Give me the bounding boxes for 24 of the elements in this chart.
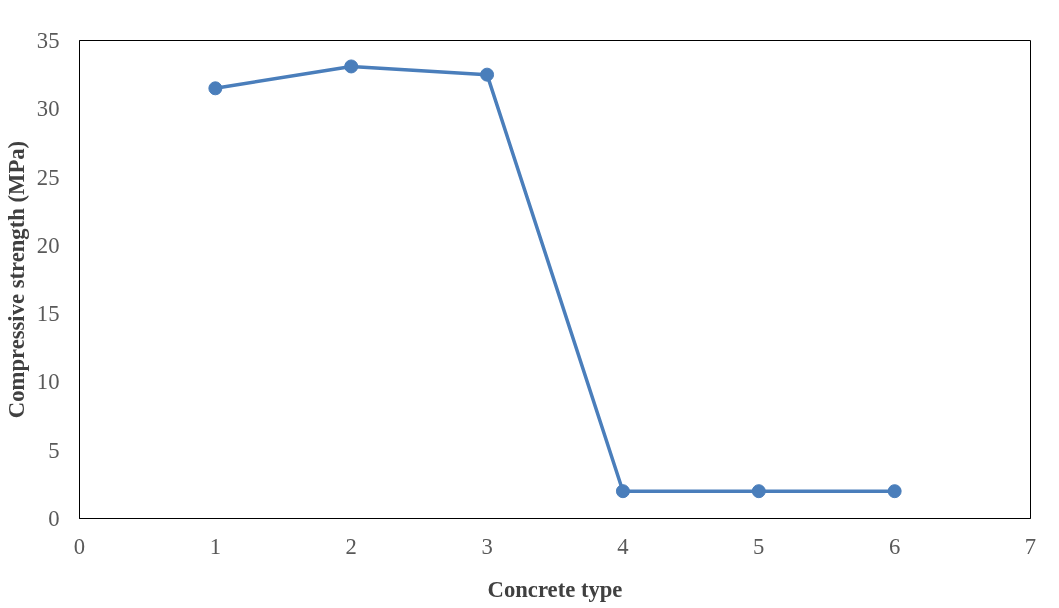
x-tick-label: 6 (888, 533, 901, 559)
y-tick-label: 15 (36, 301, 60, 327)
y-tick-label: 20 (36, 232, 60, 258)
x-tick-label: 0 (73, 533, 86, 559)
x-tick-label: 2 (345, 533, 357, 559)
point (751, 484, 766, 499)
y-tick-label: 25 (36, 164, 60, 190)
x-tick-label: 4 (617, 533, 629, 559)
point (208, 81, 223, 96)
y-axis-title: Compressive strength (MPa) (3, 140, 29, 419)
y-tick-label: 35 (36, 28, 60, 53)
y-tick-label: 5 (48, 437, 60, 463)
x-tick-label: 5 (753, 533, 765, 559)
y-tick-label: 10 (36, 369, 60, 395)
x-axis-title: Concrete type (487, 576, 623, 602)
x-tick-label: 1 (209, 533, 222, 559)
x-tick-label: 7 (1024, 533, 1037, 559)
point (887, 484, 902, 499)
x-tick-label: 3 (481, 533, 493, 559)
y-tick-label: 30 (36, 96, 60, 122)
point (480, 67, 495, 82)
point (615, 484, 630, 499)
point (344, 59, 359, 74)
y-tick-label: 0 (48, 506, 60, 531)
